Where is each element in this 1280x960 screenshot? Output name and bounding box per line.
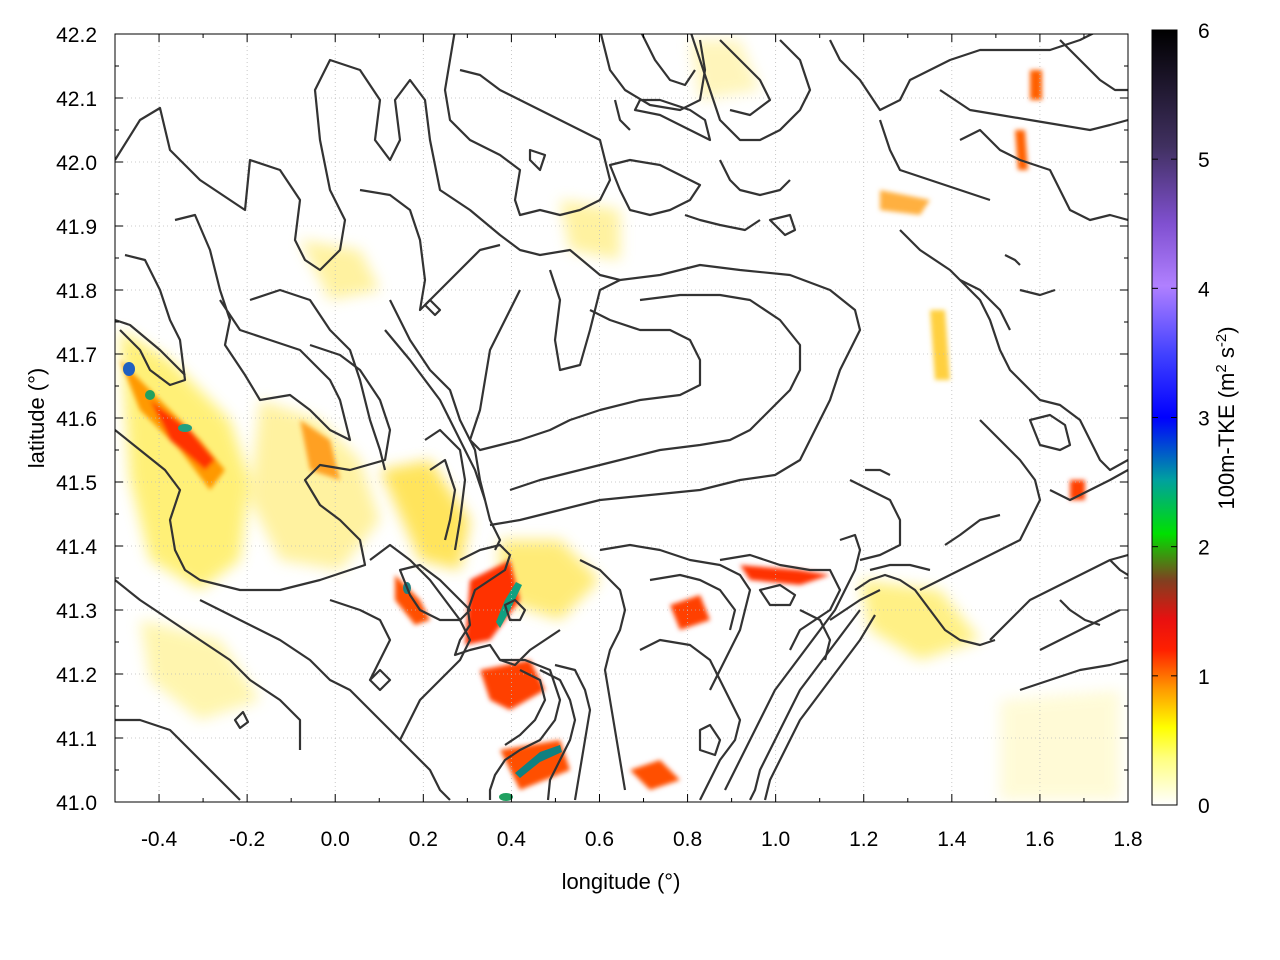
x-axis-title: longitude (°) — [562, 869, 681, 894]
x-tick-label: 0.8 — [673, 828, 702, 851]
y-tick-label: 41.8 — [56, 280, 97, 303]
x-tick-label: 1.6 — [1025, 828, 1054, 851]
colorbar-tick-label: 5 — [1198, 149, 1210, 172]
x-tick-label: -0.2 — [229, 828, 265, 851]
y-tick-label: 42.2 — [56, 24, 97, 47]
y-tick-label: 41.3 — [56, 600, 97, 623]
terrain-contours — [115, 34, 1128, 801]
x-tick-label: 0.0 — [321, 828, 350, 851]
y-tick-label: 41.6 — [56, 408, 97, 431]
colorbar-tick-label: 0 — [1198, 795, 1210, 818]
y-tick-label: 41.7 — [56, 344, 97, 367]
y-tick-label: 41.5 — [56, 472, 97, 495]
y-tick-label: 41.9 — [56, 216, 97, 239]
colorbar-tick-label: 2 — [1198, 537, 1210, 560]
x-tick-label: 1.0 — [761, 828, 790, 851]
x-tick-label: 0.2 — [409, 828, 438, 851]
x-tick-label: 1.8 — [1113, 828, 1142, 851]
colorbar-ticks: 0 1 2 3 4 5 6 — [1152, 20, 1210, 818]
colorbar-title: 100m-TKE (m2 s-2) — [1213, 326, 1239, 509]
y-tick-label: 42.1 — [56, 88, 97, 111]
x-tick-label: 0.4 — [497, 828, 527, 851]
y-tick-label: 41.4 — [56, 536, 97, 559]
y-axis-title: latitude (°) — [24, 368, 49, 469]
y-tick-label: 41.2 — [56, 664, 97, 687]
y-tick-label: 42.0 — [56, 152, 97, 175]
y-tick-label: 41.0 — [56, 792, 97, 815]
colorbar-tick-label: 4 — [1198, 278, 1210, 301]
x-tick-label: 1.4 — [937, 828, 967, 851]
x-axis: -0.4 -0.2 0.0 0.2 0.4 0.6 0.8 1.0 1.2 1.4 1.6 1.8 — [114, 34, 1143, 851]
colorbar-tick-label: 1 — [1198, 666, 1210, 689]
colorbar-tick-label: 3 — [1198, 408, 1210, 431]
x-tick-label: 0.6 — [585, 828, 614, 851]
y-axis: 41.0 41.1 41.2 41.3 41.4 41.5 41.6 41.7 41.8 41.9… — [56, 24, 1128, 815]
colorbar-tick-label: 6 — [1198, 20, 1210, 43]
x-tick-label: 1.2 — [849, 828, 878, 851]
x-tick-label: -0.4 — [141, 828, 178, 851]
y-tick-label: 41.1 — [56, 728, 97, 751]
